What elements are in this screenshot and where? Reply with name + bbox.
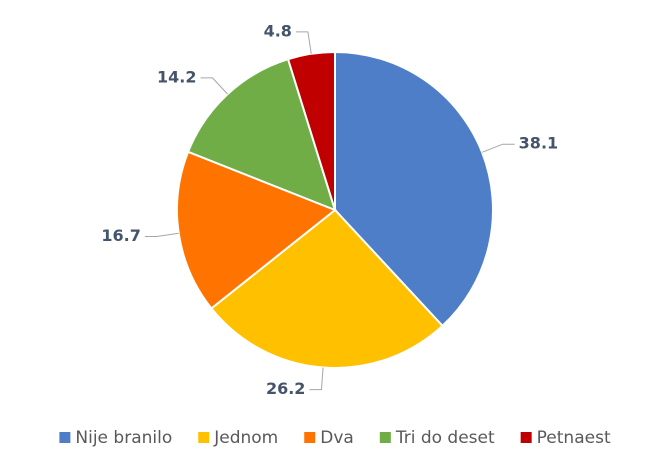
legend-swatch <box>59 432 71 443</box>
data-label: 14.2 <box>157 67 196 86</box>
pie-slice <box>286 50 336 211</box>
legend-label: Petnaest <box>537 428 611 448</box>
pie-slice <box>209 208 444 369</box>
leader-line <box>200 77 228 95</box>
data-label: 26.2 <box>266 379 305 398</box>
legend-label: Tri do deset <box>395 428 495 448</box>
legend-swatch <box>304 432 316 443</box>
legend-label: Jednom <box>213 428 278 448</box>
data-label: 4.8 <box>264 21 292 40</box>
legend-swatch <box>198 432 210 443</box>
leader-line <box>144 232 179 237</box>
legend-swatch <box>520 432 532 443</box>
legend-label: Dva <box>320 428 354 448</box>
legend: Nije branilo Jednom Dva Tri do deset Petnaes… <box>59 428 611 448</box>
leader-line <box>295 31 312 54</box>
pie-slice <box>334 50 494 328</box>
data-label: 16.7 <box>101 226 140 245</box>
legend-label: Nije branilo <box>75 428 172 448</box>
legend-swatch <box>379 432 391 443</box>
data-label: 38.1 <box>519 134 558 153</box>
leader-line <box>309 367 324 391</box>
leader-line <box>481 143 515 153</box>
